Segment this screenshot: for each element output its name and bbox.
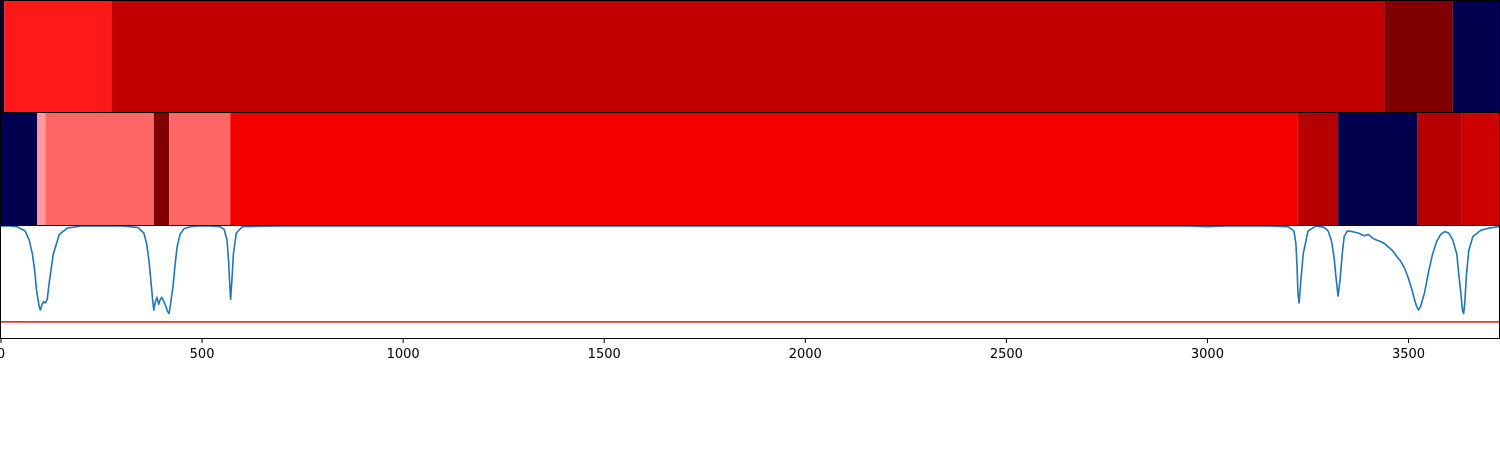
- strip-segment-2-9: [1417, 113, 1462, 225]
- strip-segment-1-2: [4, 1, 112, 112]
- x-tick-label: 3500: [1392, 347, 1425, 362]
- x-tick-label: 1500: [588, 347, 621, 362]
- strip-segment-2-3: [45, 113, 154, 225]
- spectrum-plot: [0, 225, 1500, 339]
- strip-segment-2-2: [37, 113, 46, 225]
- strip-segment-1-5: [1452, 1, 1499, 112]
- strip-segment-2-10: [1461, 113, 1499, 225]
- strip-segment-2-1: [1, 113, 38, 225]
- spectrum-series-line-1: [1, 225, 1500, 315]
- strip-segment-2-8: [1338, 113, 1418, 225]
- strip-segment-2-6: [230, 113, 1298, 225]
- top-segment-strip: [0, 0, 1500, 113]
- x-axis: 0 500 1000 1500 2000 2500 3000 3500: [0, 338, 1425, 362]
- x-tick-label: 1000: [387, 347, 420, 362]
- x-tick-label: 0: [0, 347, 5, 362]
- strip-segment-1-1: [1, 1, 5, 112]
- x-tick-label: 2000: [789, 347, 822, 362]
- strip-segment-1-3: [111, 1, 1385, 112]
- strip-segment-1-4: [1384, 1, 1453, 112]
- strip-segment-2-7: [1297, 113, 1339, 225]
- strip-segment-2-4: [153, 113, 170, 225]
- x-tick-label: 3000: [1191, 347, 1224, 362]
- x-tick-label: 2500: [990, 347, 1023, 362]
- x-tick-label: 500: [190, 347, 215, 362]
- strip-segment-2-5: [169, 113, 231, 225]
- middle-segment-strip: [0, 112, 1500, 226]
